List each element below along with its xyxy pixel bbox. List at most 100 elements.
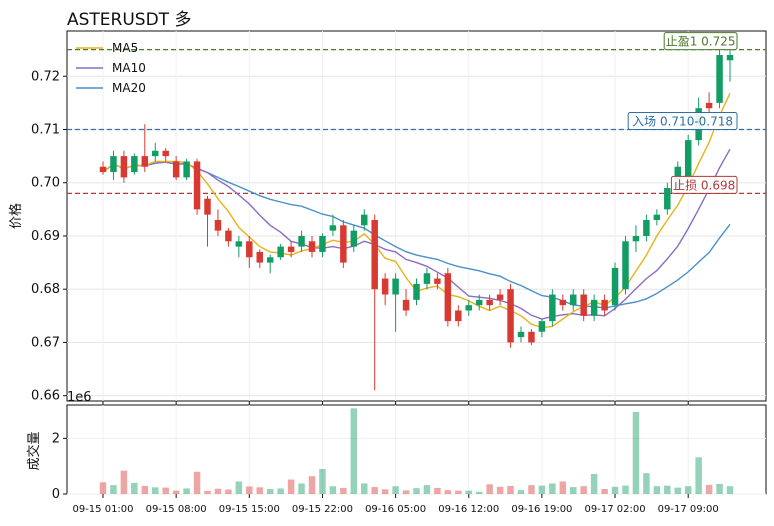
candle-up — [298, 230, 305, 252]
candle-up — [570, 289, 577, 311]
candle-down — [225, 227, 232, 247]
volume-bar — [695, 457, 702, 494]
volume-bar — [277, 488, 284, 494]
candle-body — [465, 305, 472, 311]
volume-bar — [99, 482, 107, 494]
candle-down — [507, 283, 514, 348]
candle-up — [152, 142, 159, 162]
volume-bar — [664, 485, 671, 494]
volume-bar — [455, 490, 462, 494]
price-axis-label: 价格 — [8, 203, 24, 229]
candle-up — [653, 209, 661, 226]
candle-body — [622, 241, 629, 290]
candle-up — [235, 235, 243, 258]
candle-body — [475, 299, 483, 306]
x-axis: 09-15 01:00 09-15 08:00 09-15 15:00 09-15 2… — [72, 401, 719, 515]
volume-bar — [329, 486, 337, 494]
candle-up — [549, 289, 556, 327]
candle-down — [214, 209, 222, 236]
candle-body — [308, 241, 316, 252]
candle-down — [528, 329, 535, 346]
candle-down — [120, 150, 128, 183]
volume-exponent-label: 1e6 — [67, 390, 92, 405]
volume-bar — [225, 489, 232, 494]
volume-bar — [319, 468, 326, 494]
candle-up — [684, 134, 692, 183]
candle-down — [381, 273, 389, 306]
candle-up — [110, 150, 117, 181]
price-plot-frame — [66, 30, 767, 402]
volume-bar — [246, 486, 253, 494]
candle-body — [152, 150, 159, 157]
candle-up — [329, 214, 337, 236]
candle-body — [632, 235, 640, 242]
candle-up — [590, 294, 598, 322]
price-tick-label: 0.71 — [31, 122, 60, 137]
price-tick-label: 0.66 — [31, 389, 60, 404]
x-tick-label: 09-15 01:00 — [72, 504, 133, 515]
candle-body — [298, 235, 305, 247]
volume-bar — [287, 479, 295, 494]
candle-body — [329, 225, 337, 231]
volume-tick-label: 0 — [52, 487, 60, 502]
volume-bar — [559, 481, 567, 494]
candle-body — [455, 310, 462, 322]
volume-bar — [601, 488, 608, 494]
candle-body — [716, 54, 723, 103]
level-annotation-label: 止损 0.698 — [673, 178, 735, 192]
candle-body — [381, 278, 389, 295]
volume-bar — [423, 485, 431, 494]
candle-body — [371, 219, 378, 290]
candle-body — [225, 230, 232, 242]
candle-body — [204, 198, 211, 215]
candle-body — [141, 156, 149, 167]
candle-body — [590, 299, 598, 316]
candle-down — [141, 124, 149, 173]
volume-y-axis: 02 — [52, 431, 67, 502]
candle-up — [726, 44, 734, 82]
candle-up — [643, 214, 650, 242]
volume-bar — [684, 486, 692, 494]
candle-up — [611, 262, 619, 311]
price-tick-label: 0.67 — [31, 335, 60, 350]
volume-bar — [120, 470, 128, 494]
candle-down — [193, 158, 201, 215]
volume-bar — [371, 487, 378, 494]
volume-bar — [235, 481, 243, 494]
legend-ma20: MA20 — [112, 81, 146, 95]
volume-plot-frame — [66, 404, 767, 495]
volume-bar — [381, 489, 389, 494]
candle-up — [413, 278, 420, 306]
candle-body — [183, 161, 190, 178]
legend-ma5: MA5 — [112, 41, 138, 55]
candle-body — [162, 150, 169, 157]
volume-bar — [570, 487, 577, 494]
volume-bar — [674, 487, 681, 494]
candle-body — [131, 156, 138, 173]
candle-body — [99, 166, 107, 173]
candle-up — [131, 153, 138, 175]
candle-up — [622, 235, 629, 295]
candle-down — [444, 267, 452, 327]
candle-body — [643, 219, 650, 236]
candle-body — [287, 246, 295, 252]
candle-up — [361, 209, 368, 231]
price-y-axis: 0.66 0.67 0.68 0.69 0.70 0.71 0.72 — [31, 69, 67, 404]
candle-body — [434, 278, 441, 284]
volume-bar — [549, 483, 556, 494]
volume-bar — [308, 476, 316, 494]
volume-bar — [528, 485, 535, 494]
candle-body — [517, 331, 525, 338]
candle-down — [486, 294, 493, 311]
candle-up — [319, 233, 326, 258]
volume-bar — [131, 482, 138, 494]
candle-body — [486, 299, 493, 306]
candle-body — [444, 273, 452, 322]
volume-bar — [444, 490, 452, 494]
volume-bar — [465, 490, 472, 494]
level-annotation-box — [627, 111, 738, 130]
candle-body — [402, 299, 410, 311]
ma10-line — [102, 148, 731, 320]
volume-bar — [361, 483, 368, 494]
level-annotation-label: 止盈1 0.725 — [666, 35, 736, 49]
